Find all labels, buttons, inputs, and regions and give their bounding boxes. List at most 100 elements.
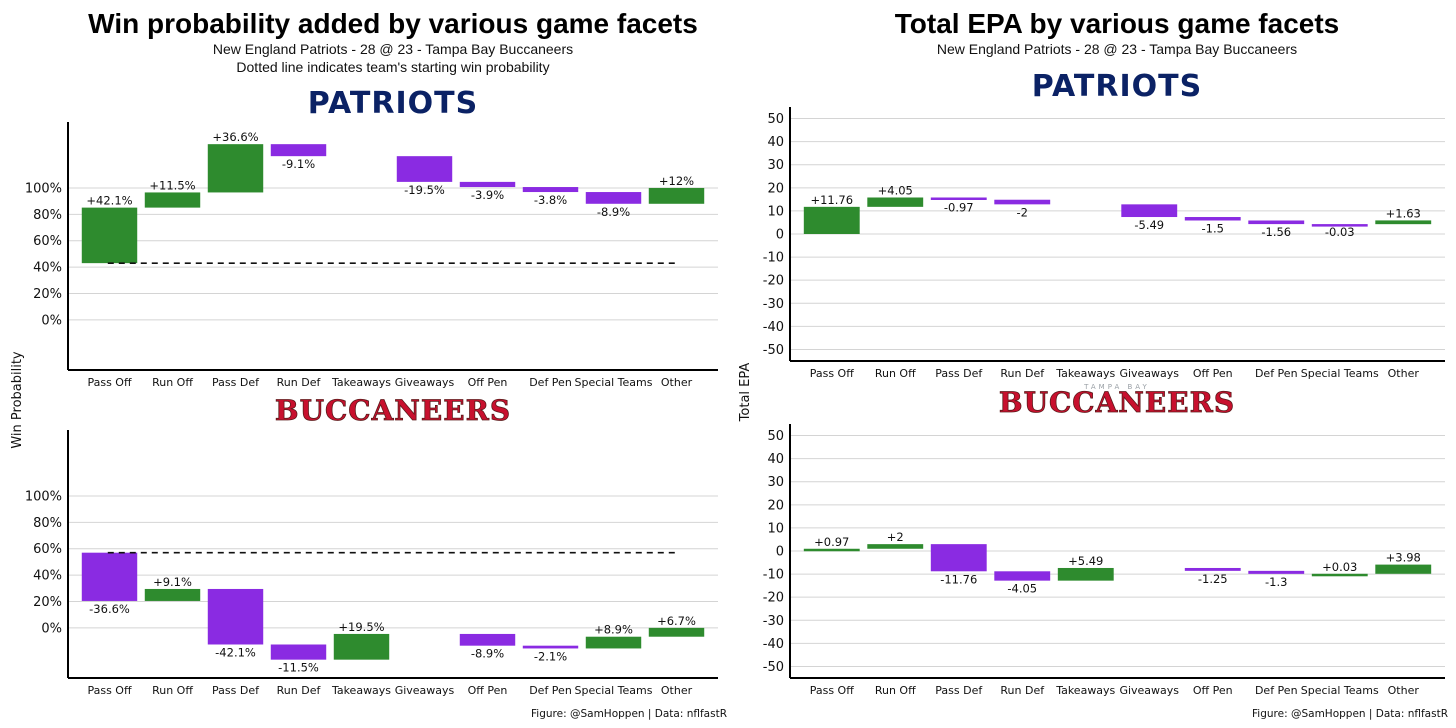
bar-pass-off xyxy=(803,206,860,234)
bar-pass-def xyxy=(207,588,264,645)
y-tick-label: 0 xyxy=(776,545,784,560)
bar-special-teams xyxy=(1311,224,1368,227)
data-label: +0.03 xyxy=(1322,560,1357,574)
x-tick-label: Pass Off xyxy=(810,367,854,380)
x-tick-label: Off Pen xyxy=(468,684,508,697)
x-tick-label: Other xyxy=(661,376,693,389)
y-tick-label: 40 xyxy=(767,452,784,467)
data-label: +8.9% xyxy=(594,623,633,637)
y-tick-label: -10 xyxy=(763,568,784,583)
svg-text:BUCCANEERS: BUCCANEERS xyxy=(999,386,1235,419)
data-label: +19.5% xyxy=(338,620,384,634)
data-label: -19.5% xyxy=(404,183,445,197)
x-tick-label: Def Pen xyxy=(1255,367,1298,380)
y-tick-label: 20% xyxy=(33,287,62,302)
x-tick-label: Special Teams xyxy=(575,684,653,697)
data-label: -9.1% xyxy=(282,157,315,171)
y-tick-label: 50 xyxy=(767,112,784,127)
bar-pass-off xyxy=(81,207,138,264)
data-label: -0.97 xyxy=(944,201,974,215)
left-subtitle: New England Patriots - 28 @ 23 - Tampa B… xyxy=(213,41,573,57)
x-tick-label: Off Pen xyxy=(468,376,508,389)
x-tick-label: Run Def xyxy=(1000,367,1045,380)
x-tick-label: Takeaways xyxy=(1055,367,1115,380)
y-tick-label: 0% xyxy=(41,621,62,636)
data-label: -11.76 xyxy=(940,572,977,586)
right-subtitle: New England Patriots - 28 @ 23 - Tampa B… xyxy=(937,41,1297,57)
x-tick-label: Pass Def xyxy=(212,376,260,389)
svg-text:PATRIOTS: PATRIOTS xyxy=(1032,69,1202,104)
data-label: -3.8% xyxy=(534,193,567,207)
svg-text:PATRIOTS: PATRIOTS xyxy=(308,86,478,121)
data-label: +36.6% xyxy=(212,130,258,144)
y-tick-label: -40 xyxy=(763,320,784,335)
data-label: +3.98 xyxy=(1386,551,1421,565)
buccaneers-logo-right: TAMPA BAY BUCCANEERS xyxy=(999,383,1235,419)
y-tick-label: 0 xyxy=(776,228,784,243)
bar-giveaways xyxy=(1121,204,1178,218)
x-tick-label: Run Off xyxy=(152,684,193,697)
bar-pass-def xyxy=(930,544,987,572)
right-caption: Figure: @SamHoppen | Data: nflfastR xyxy=(1252,708,1448,720)
bar-takeaways xyxy=(333,633,390,660)
bar-pass-def xyxy=(930,197,987,200)
chart-panels: 0%20%40%60%80%100%+42.1%+11.5%+36.6%-9.1… xyxy=(25,107,1445,697)
bar-special-teams xyxy=(1311,573,1368,577)
y-tick-label: 40% xyxy=(33,261,62,276)
bar-special-teams xyxy=(585,192,642,204)
x-tick-label: Run Off xyxy=(152,376,193,389)
bar-run-def xyxy=(994,571,1051,581)
right-title: Total EPA by various game facets xyxy=(895,8,1340,39)
data-label: -1.5 xyxy=(1202,221,1224,235)
data-label: +0.97 xyxy=(814,535,849,549)
x-tick-label: Special Teams xyxy=(1301,684,1379,697)
chart-panel-3: -50 -40 -30 -20 -10 0 10 20 30 40 50 +11.76 +4.05 -0.… xyxy=(763,107,1445,380)
y-tick-label: 80% xyxy=(33,516,62,531)
patriots-logo-left: PATRIOTS xyxy=(308,86,478,121)
data-label: -5.49 xyxy=(1134,218,1164,232)
svg-text:TAMPA BAY: TAMPA BAY xyxy=(1083,383,1150,391)
x-tick-label: Pass Off xyxy=(810,684,854,697)
chart-panel-4: -50 -40 -30 -20 -10 0 10 20 30 40 50 +0.97 +2 -11.76 -… xyxy=(763,424,1445,697)
bar-giveaways xyxy=(396,156,453,182)
x-tick-label: Pass Off xyxy=(87,376,131,389)
data-label: +9.1% xyxy=(153,575,192,589)
x-tick-label: Pass Def xyxy=(935,367,983,380)
y-tick-label: 30 xyxy=(767,158,784,173)
x-tick-label: Run Off xyxy=(875,684,916,697)
data-label: -1.56 xyxy=(1261,225,1291,239)
bar-other xyxy=(1375,564,1432,574)
y-tick-label: 0% xyxy=(41,313,62,328)
left-caption: Figure: @SamHoppen | Data: nflfastR xyxy=(531,708,727,720)
x-tick-label: Off Pen xyxy=(1193,367,1233,380)
bar-run-def xyxy=(270,144,327,157)
y-tick-label: 40 xyxy=(767,135,784,150)
x-tick-label: Run Def xyxy=(277,376,322,389)
left-subtitle-2: Dotted line indicates team's starting wi… xyxy=(236,59,549,75)
y-tick-label: 100% xyxy=(25,181,62,196)
y-tick-label: -50 xyxy=(763,343,784,358)
bar-run-def xyxy=(994,199,1051,205)
bar-pass-def xyxy=(207,144,264,193)
data-label: -1.3 xyxy=(1265,575,1287,589)
x-tick-label: Run Def xyxy=(277,684,322,697)
bar-special-teams xyxy=(585,636,642,649)
bar-run-off xyxy=(867,197,924,207)
bar-run-off xyxy=(144,192,201,208)
data-label: +1.63 xyxy=(1386,206,1421,220)
x-tick-label: Def Pen xyxy=(1255,684,1298,697)
x-tick-label: Off Pen xyxy=(1193,684,1233,697)
data-label: -4.05 xyxy=(1007,582,1037,596)
x-tick-label: Pass Def xyxy=(935,684,983,697)
y-tick-label: 80% xyxy=(33,208,62,223)
bar-run-def xyxy=(270,644,327,660)
buccaneers-logo-left: BUCCANEERS xyxy=(275,394,511,428)
bar-other xyxy=(1375,220,1432,225)
y-tick-label: -20 xyxy=(763,591,784,606)
x-tick-label: Def Pen xyxy=(529,684,572,697)
patriots-logo-right: PATRIOTS xyxy=(1032,69,1202,104)
chart-panel-1: 0% 20% 40% 60% 80% 100% +42.1% +11.5% +36.6% -9.1… xyxy=(25,122,718,389)
right-y-axis-title: Total EPA xyxy=(738,363,753,423)
x-tick-label: Giveaways xyxy=(395,684,455,697)
